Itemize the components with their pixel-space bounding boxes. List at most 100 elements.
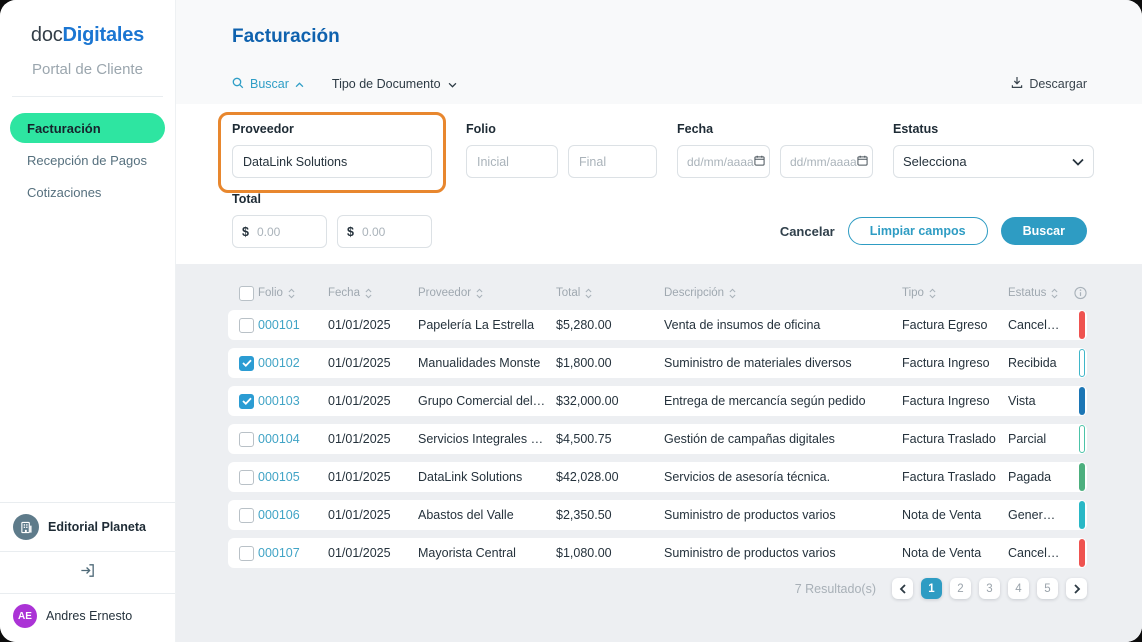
proveedor-cell: Papelería La Estrella — [418, 318, 556, 332]
estatus-cell: Parcial — [1008, 432, 1069, 446]
folio-final-input[interactable] — [568, 145, 657, 178]
main-content: Facturación Buscar Tipo de Documento — [176, 0, 1142, 642]
proveedor-label: Proveedor — [232, 122, 432, 136]
row-checkbox[interactable] — [239, 394, 254, 409]
page-header: Facturación Buscar Tipo de Documento — [176, 0, 1142, 104]
total-max-input[interactable]: $ 0.00 — [337, 215, 432, 248]
row-checkbox[interactable] — [239, 318, 254, 333]
total-min-input[interactable]: $ 0.00 — [232, 215, 327, 248]
total-placeholder: 0.00 — [257, 225, 280, 239]
estatus-cell: Cancelada — [1008, 546, 1069, 560]
descripcion-cell: Suministro de productos varios — [664, 508, 902, 522]
descripcion-cell: Entrega de mercancía según pedido — [664, 394, 902, 408]
sidebar: docDigitales Portal de Cliente Facturaci… — [0, 0, 176, 642]
table-row[interactable]: 000101 01/01/2025 Papelería La Estrella … — [228, 310, 1087, 340]
row-checkbox[interactable] — [239, 546, 254, 561]
estatus-select[interactable]: Selecciona — [893, 145, 1094, 178]
chevron-down-icon — [1072, 155, 1084, 169]
table-row[interactable]: 000107 01/01/2025 Mayorista Central $1,0… — [228, 538, 1087, 568]
column-header-estatus[interactable]: Estatus — [1008, 287, 1069, 299]
table-row[interactable]: 000104 01/01/2025 Servicios Integrales d… — [228, 424, 1087, 454]
page-button-1[interactable]: 1 — [921, 578, 942, 599]
column-header-fecha[interactable]: Fecha — [328, 287, 418, 299]
sidebar-item-label: Cotizaciones — [27, 185, 101, 200]
table-row[interactable]: 000103 01/01/2025 Grupo Comercial del C.… — [228, 386, 1087, 416]
estatus-cell: Recibida — [1008, 356, 1069, 370]
download-button[interactable]: Descargar — [1011, 76, 1087, 92]
currency-symbol: $ — [242, 225, 249, 239]
sidebar-item-recepcion-pagos[interactable]: Recepción de Pagos — [10, 145, 165, 175]
total-placeholder: 0.00 — [362, 225, 385, 239]
page-button-2[interactable]: 2 — [950, 578, 971, 599]
row-checkbox[interactable] — [239, 356, 254, 371]
proveedor-cell: Grupo Comercial del C... — [418, 394, 556, 408]
sidebar-item-facturacion[interactable]: Facturación — [10, 113, 165, 143]
estatus-selected-value: Selecciona — [903, 154, 967, 169]
tipo-cell: Factura Egreso — [902, 318, 1008, 332]
fecha-inicial-input[interactable]: dd/mm/aaaa — [677, 145, 770, 178]
row-checkbox[interactable] — [239, 508, 254, 523]
proveedor-cell: Mayorista Central — [418, 546, 556, 560]
sidebar-item-cotizaciones[interactable]: Cotizaciones — [10, 177, 165, 207]
proveedor-cell: Manualidades Monste — [418, 356, 556, 370]
folio-link[interactable]: 000101 — [258, 318, 328, 332]
doc-type-dropdown[interactable]: Tipo de Documento — [332, 77, 457, 91]
search-toggle[interactable]: Buscar — [232, 77, 304, 92]
page-button-4[interactable]: 4 — [1008, 578, 1029, 599]
doc-type-label: Tipo de Documento — [332, 77, 441, 91]
estatus-cell: Pagada — [1008, 470, 1069, 484]
search-button[interactable]: Buscar — [1001, 217, 1087, 245]
total-cell: $1,080.00 — [556, 546, 664, 560]
filter-panel: Proveedor Folio Fecha dd/mm/aaaa — [176, 104, 1142, 264]
estatus-label: Estatus — [893, 122, 1094, 136]
proveedor-cell: Abastos del Valle — [418, 508, 556, 522]
proveedor-input[interactable] — [232, 145, 432, 178]
column-header-descripcion[interactable]: Descripción — [664, 287, 902, 299]
logout-row[interactable] — [0, 551, 175, 593]
tipo-cell: Nota de Venta — [902, 508, 1008, 522]
logout-icon[interactable] — [79, 562, 96, 584]
fecha-final-input[interactable]: dd/mm/aaaa — [780, 145, 873, 178]
estatus-cell: Vista — [1008, 394, 1069, 408]
user-row[interactable]: AE Andres Ernesto — [0, 593, 175, 642]
calendar-icon — [857, 155, 868, 169]
fecha-label: Fecha — [677, 122, 873, 136]
row-checkbox[interactable] — [239, 432, 254, 447]
logo-prefix: doc — [31, 24, 63, 46]
column-header-folio[interactable]: Folio — [258, 287, 328, 299]
folio-link[interactable]: 000105 — [258, 470, 328, 484]
total-cell: $4,500.75 — [556, 432, 664, 446]
table-row[interactable]: 000106 01/01/2025 Abastos del Valle $2,3… — [228, 500, 1087, 530]
column-header-tipo[interactable]: Tipo — [902, 287, 1008, 299]
table-row[interactable]: 000105 01/01/2025 DataLink Solutions $42… — [228, 462, 1087, 492]
chevron-up-icon — [295, 77, 304, 91]
page-button-5[interactable]: 5 — [1037, 578, 1058, 599]
folio-link[interactable]: 000106 — [258, 508, 328, 522]
proveedor-highlight-box: Proveedor — [218, 112, 446, 193]
column-header-total[interactable]: Total — [556, 287, 664, 299]
clear-fields-button[interactable]: Limpiar campos — [848, 217, 988, 245]
pagination: 7 Resultado(s) 1 2 3 4 5 — [228, 578, 1087, 599]
cancel-button[interactable]: Cancelar — [780, 224, 835, 239]
chevron-down-icon — [448, 77, 457, 91]
status-bar — [1079, 501, 1085, 529]
page-button-3[interactable]: 3 — [979, 578, 1000, 599]
folio-link[interactable]: 000102 — [258, 356, 328, 370]
select-all-checkbox[interactable] — [239, 286, 254, 301]
table-header: Folio Fecha Proveedor Total Descripción … — [228, 276, 1087, 310]
status-bar — [1079, 349, 1085, 377]
table-row[interactable]: 000102 01/01/2025 Manualidades Monste $1… — [228, 348, 1087, 378]
info-icon[interactable] — [1074, 287, 1087, 300]
folio-inicial-input[interactable] — [466, 145, 558, 178]
column-header-proveedor[interactable]: Proveedor — [418, 287, 556, 299]
next-page-button[interactable] — [1066, 578, 1087, 599]
descripcion-cell: Gestión de campañas digitales — [664, 432, 902, 446]
company-row[interactable]: Editorial Planeta — [0, 502, 175, 551]
folio-link[interactable]: 000107 — [258, 546, 328, 560]
total-cell: $1,800.00 — [556, 356, 664, 370]
folio-link[interactable]: 000104 — [258, 432, 328, 446]
proveedor-field-group: Proveedor — [232, 122, 432, 178]
folio-link[interactable]: 000103 — [258, 394, 328, 408]
prev-page-button[interactable] — [892, 578, 913, 599]
row-checkbox[interactable] — [239, 470, 254, 485]
